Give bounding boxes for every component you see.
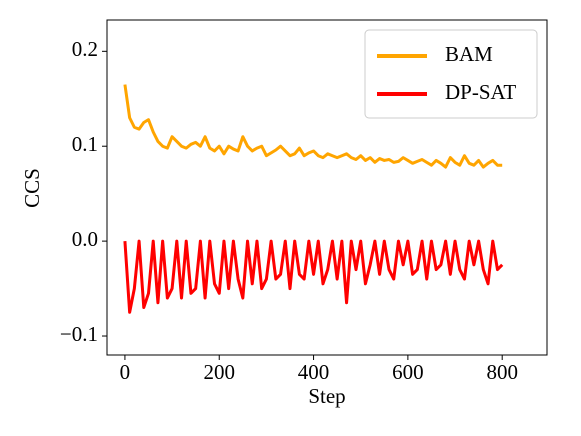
legend-label: BAM bbox=[445, 42, 493, 66]
x-tick-label: 600 bbox=[392, 360, 424, 384]
x-tick-label: 800 bbox=[486, 360, 518, 384]
y-tick-label: 0.1 bbox=[72, 132, 98, 156]
legend-label: DP-SAT bbox=[445, 80, 516, 104]
x-tick-label: 400 bbox=[298, 360, 330, 384]
y-tick-label: 0.0 bbox=[72, 227, 98, 251]
y-tick-label: 0.2 bbox=[72, 37, 98, 61]
y-tick-label: −0.1 bbox=[60, 322, 98, 346]
series-line bbox=[123, 239, 504, 314]
x-tick-label: 200 bbox=[203, 360, 235, 384]
x-tick-label: 0 bbox=[120, 360, 131, 384]
series-line bbox=[123, 84, 503, 169]
y-axis-label: CCS bbox=[20, 168, 44, 208]
plot-frame bbox=[106, 19, 548, 356]
x-axis-label: Step bbox=[308, 384, 345, 408]
